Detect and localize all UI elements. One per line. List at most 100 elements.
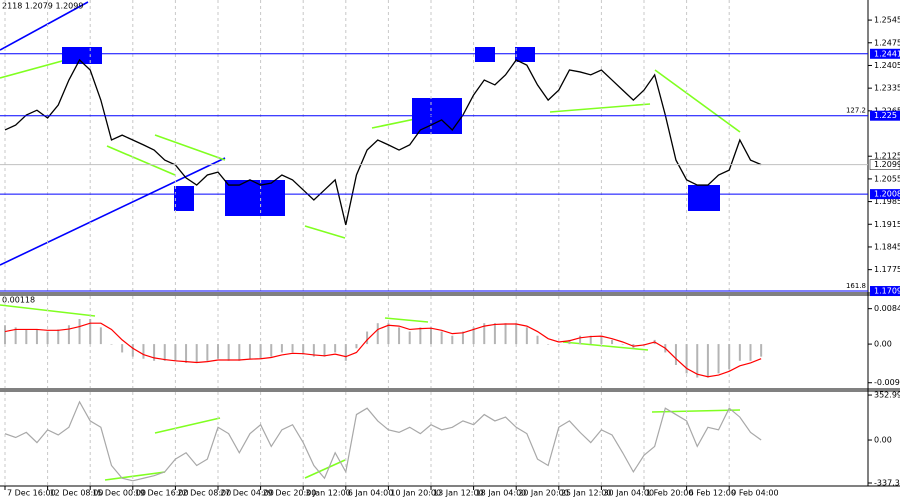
histogram-bar [589,335,592,345]
data-line [4,400,762,482]
histogram-bar [25,329,28,345]
y-tick-label: 1.2475 [874,38,900,47]
x-tick-label: 18 Jan 04:00 [476,489,527,498]
level-label-bg [870,189,900,200]
y-tick-label: 1.2125 [874,152,900,161]
histogram-bar [334,344,337,353]
divergence-line [562,341,649,351]
histogram-bar [302,344,305,355]
histogram-bar [536,335,539,345]
level-label-bg [870,48,900,59]
divergence-line [106,145,176,176]
x-tick-label: 13 Jan 12:00 [433,489,484,498]
y-tick-label: -337.3264 [874,479,900,488]
divergence-line [651,409,741,413]
x-tick-label: 3 Jan 12:00 [305,489,351,498]
x-tick-label: 22 Dec 08:00 [177,489,231,498]
histogram-bar [493,323,496,345]
zone-box [174,186,194,211]
histogram-bar [515,323,518,345]
histogram-bar [749,344,752,361]
histogram-bar [89,319,92,345]
x-tick-label: 6 Feb 12:00 [689,489,736,498]
chart-header: 2118 1.2079 1.2099 [2,2,83,11]
histogram-bar [238,344,241,361]
histogram-bar [504,323,507,345]
histogram-bar [195,344,198,363]
histogram-bar [78,319,81,345]
level-label: 1.2441 [874,49,900,58]
x-tick-label: 15 Dec 00:00 [92,489,146,498]
trend-line [0,1,89,51]
x-tick-label: 27 Dec 04:00 [220,489,274,498]
data-line [4,322,762,378]
histogram-bar [366,331,369,345]
histogram-bar [728,344,731,370]
histogram-bar [142,344,145,359]
histogram-bar [483,323,486,345]
histogram-bar [738,344,741,361]
x-tick-label: 6 Jan 04:00 [348,489,394,498]
divergence-line [304,459,346,479]
histogram-bar [706,344,709,378]
histogram-bar [280,344,283,353]
histogram-bar [376,323,379,345]
level-label: 1.1709 [874,287,900,296]
y-tick-label: 1.2055 [874,174,900,183]
divergence-line [104,471,166,481]
level-label-bg [870,110,900,121]
y-tick-label: 1.1775 [874,265,900,274]
histogram-bar [4,325,6,345]
histogram-bar [685,344,688,374]
histogram-bar [568,339,571,345]
histogram-bar [430,327,432,345]
histogram-bar [206,344,209,361]
price-label: 1.2099 [874,160,900,169]
zone-box [225,180,285,216]
x-tick-label: 25 Jan 12:00 [561,489,612,498]
histogram-bar [355,344,358,349]
divergence-line [384,317,429,323]
zone-box [62,47,102,64]
x-tick-label: 20 Jan 20:00 [518,489,569,498]
trend-line [0,157,226,266]
histogram-bar [419,327,422,345]
zone-box [515,47,535,62]
histogram-bar [270,344,273,357]
histogram-bar [525,327,528,345]
histogram-bar [557,344,560,345]
histogram-bar [398,327,401,345]
price-label-bg [869,159,900,170]
histogram-bar [674,344,677,365]
x-tick-label: 29 Dec 20:00 [263,489,317,498]
histogram-bar [185,344,188,363]
histogram-bar [248,344,251,359]
histogram-bar [217,344,219,359]
histogram-bar [611,339,614,345]
y-tick-label: 0.00847 [874,304,900,313]
histogram-bar [14,327,17,345]
histogram-bar [291,344,294,353]
y-tick-label: 1.2545 [874,16,900,25]
histogram-bar [174,344,177,361]
histogram-bar [312,344,315,357]
histogram-bar [57,329,60,345]
histogram-bar [323,344,326,357]
data-line [4,58,762,226]
y-tick-label: 1.2405 [874,61,900,70]
histogram-bar [227,344,230,361]
divergence-line [154,417,221,434]
annotations [0,1,741,481]
histogram-bar [408,331,411,345]
x-tick-label: 19 Dec 16:00 [135,489,189,498]
y-tick-label: 1.1985 [874,197,900,206]
divergence-line [304,225,346,239]
y-tick-label: 0.00 [874,436,892,445]
y-tick-label: -0.00924 [874,378,900,387]
histogram-bar [153,344,156,361]
y-tick-label: 1.1845 [874,242,900,251]
y-tick-label: 1.2335 [874,84,900,93]
histogram-bar [387,323,390,345]
histogram-bar [451,335,454,345]
